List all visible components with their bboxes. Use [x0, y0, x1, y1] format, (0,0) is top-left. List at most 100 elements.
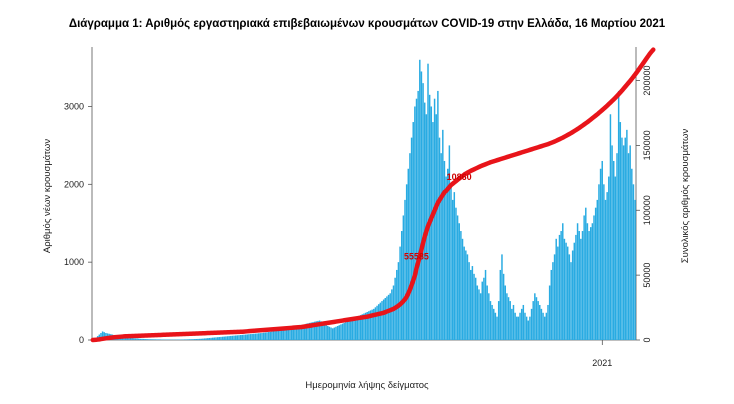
bar — [226, 336, 229, 340]
bar — [230, 335, 232, 340]
bar — [320, 321, 322, 340]
bar — [566, 246, 569, 340]
bar — [507, 297, 510, 340]
bar — [373, 308, 375, 340]
bar — [562, 223, 564, 340]
bar — [506, 293, 508, 340]
bar — [570, 262, 572, 340]
bar — [103, 332, 105, 340]
bar — [435, 114, 437, 341]
bar — [156, 339, 158, 340]
bar — [142, 338, 145, 340]
bar — [473, 273, 475, 340]
bar — [100, 332, 102, 340]
bar — [576, 223, 579, 340]
bar — [432, 122, 434, 340]
bar — [578, 231, 580, 340]
bar — [451, 199, 454, 340]
bar — [262, 332, 265, 340]
bar — [465, 250, 467, 340]
bar — [558, 234, 561, 340]
bar — [146, 339, 148, 340]
bar — [622, 145, 625, 340]
y-tick-label: 2000 — [64, 179, 84, 189]
bar — [453, 192, 456, 340]
bar — [277, 330, 280, 340]
bar — [612, 160, 615, 340]
bar — [573, 242, 576, 340]
bar — [550, 269, 553, 340]
bar — [369, 310, 372, 340]
bar — [599, 168, 602, 340]
bar — [307, 323, 309, 340]
bar — [540, 308, 543, 340]
bar — [297, 327, 299, 340]
bar — [382, 299, 385, 340]
bar — [391, 289, 393, 340]
bar — [331, 328, 334, 340]
bar — [501, 254, 503, 340]
bar — [215, 337, 217, 340]
bar — [525, 316, 528, 340]
bar — [419, 59, 421, 340]
bar — [514, 312, 516, 340]
bar — [267, 332, 270, 340]
bar — [197, 338, 199, 340]
y2-tick-label: 50000 — [642, 263, 652, 288]
bar — [139, 338, 142, 340]
bar — [228, 336, 230, 340]
y2-axis-label: Συνολικός αριθμός κρουσμάτων — [680, 129, 691, 264]
y-axis-label: Αριθμός νέων κρουσμάτων — [42, 139, 53, 253]
bar — [257, 333, 260, 340]
bar — [519, 312, 521, 340]
bar — [353, 318, 355, 340]
bar — [188, 339, 191, 340]
bar — [208, 337, 211, 340]
bar — [420, 71, 423, 341]
bar — [239, 335, 242, 340]
bar — [502, 273, 505, 340]
bar — [162, 339, 165, 340]
bar — [593, 215, 595, 340]
bar — [397, 262, 400, 340]
bar — [151, 339, 153, 340]
bar — [147, 339, 150, 340]
bar — [203, 338, 206, 340]
bar — [468, 262, 470, 340]
bar — [249, 334, 252, 340]
bar — [552, 262, 554, 340]
bar — [330, 327, 332, 340]
bar — [210, 337, 212, 340]
bar — [315, 321, 317, 340]
bar — [244, 334, 247, 340]
bar — [606, 192, 608, 340]
bar — [491, 304, 493, 340]
bar — [415, 98, 418, 340]
bar — [461, 238, 464, 340]
bar — [341, 323, 344, 340]
bar — [463, 246, 465, 340]
bar — [412, 122, 414, 340]
bar — [496, 316, 498, 340]
bar — [318, 320, 321, 340]
bar — [484, 269, 487, 340]
bar — [133, 338, 135, 340]
bar — [527, 320, 530, 340]
bar — [565, 242, 567, 340]
y2-tick-label: 200000 — [642, 66, 652, 96]
bar — [157, 339, 160, 340]
y-tick-label: 1000 — [64, 257, 84, 267]
bar — [410, 137, 413, 340]
bar — [539, 304, 541, 340]
bar — [614, 176, 617, 340]
bar — [333, 327, 336, 340]
bar — [358, 315, 360, 340]
bar — [371, 309, 373, 340]
bar — [619, 122, 622, 340]
bar — [392, 285, 395, 340]
bar — [555, 238, 557, 340]
bar — [346, 321, 349, 340]
bar — [225, 336, 227, 340]
bar — [231, 335, 234, 340]
y2-tick-label: 100000 — [642, 195, 652, 225]
